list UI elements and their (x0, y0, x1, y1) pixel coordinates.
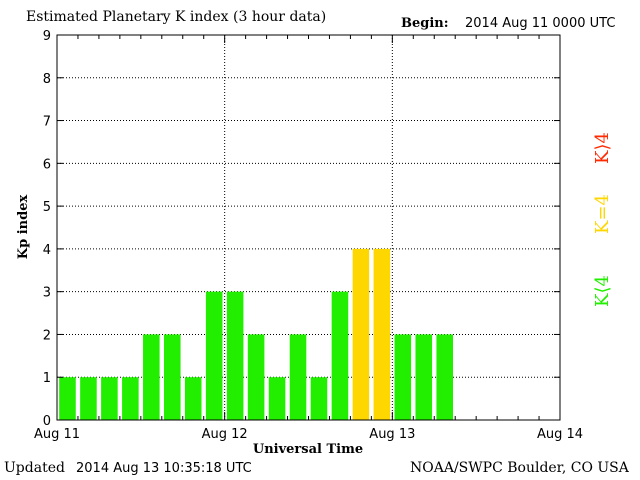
y-tick-label: 6 (43, 157, 51, 172)
kp-bar (436, 334, 454, 420)
chart-title: Estimated Planetary K index (3 hour data… (26, 9, 327, 25)
y-tick-label: 1 (43, 371, 51, 386)
updated-label: Updated (4, 460, 65, 476)
plot-frame (56, 34, 561, 421)
kp-bar (289, 334, 307, 420)
y-tick-label: 7 (43, 115, 51, 130)
y-tick-label: 9 (43, 29, 51, 44)
begin-label: Begin: (401, 16, 449, 31)
legend-equal-4: K=4 (592, 194, 613, 234)
kp-bar (101, 377, 118, 420)
y-tick-label: 5 (43, 200, 51, 215)
kp-bar (268, 377, 286, 420)
x-tick-label: Aug 14 (537, 427, 583, 442)
kp-bar (143, 334, 160, 420)
x-tick-label: Aug 13 (369, 427, 415, 442)
begin-value: 2014 Aug 11 0000 UTC (465, 16, 616, 31)
legend-above-4: K⟩4 (592, 132, 613, 164)
y-tick-label: 3 (43, 286, 51, 301)
kp-bar (205, 291, 223, 420)
y-tick-label: 0 (43, 414, 51, 429)
tick-layer: 0 1 2 3 4 5 6 7 8 9 Aug 11 Aug 12 Aug 13 Aug 14 (34, 29, 583, 442)
kp-bar (373, 248, 391, 420)
kp-bar (310, 377, 328, 420)
kp-bar (59, 377, 76, 420)
kp-bar (331, 291, 349, 420)
kp-bar (247, 334, 265, 420)
kp-bar (184, 377, 202, 420)
source-credit: NOAA/SWPC Boulder, CO USA (410, 460, 629, 476)
kp-bar (415, 334, 433, 420)
x-tick-label: Aug 11 (34, 427, 80, 442)
y-axis-label: Kp index (16, 195, 31, 260)
updated-value: 2014 Aug 13 10:35:18 UTC (76, 461, 252, 476)
y-tick-label: 2 (43, 328, 51, 343)
y-tick-label: 8 (43, 72, 51, 87)
kp-bar (80, 377, 97, 420)
kp-bar (352, 248, 370, 420)
kp-bar (122, 377, 139, 420)
grid-layer (57, 35, 560, 420)
kp-bar (163, 334, 181, 420)
bar-layer (59, 248, 454, 420)
x-axis-label: Universal Time (253, 442, 363, 457)
x-tick-label: Aug 12 (202, 427, 248, 442)
kp-bar (394, 334, 412, 420)
legend: K⟨4 K=4 K⟩4 (592, 132, 613, 307)
kp-bar (226, 291, 244, 420)
y-tick-label: 4 (43, 243, 51, 258)
legend-below-4: K⟨4 (592, 275, 613, 307)
